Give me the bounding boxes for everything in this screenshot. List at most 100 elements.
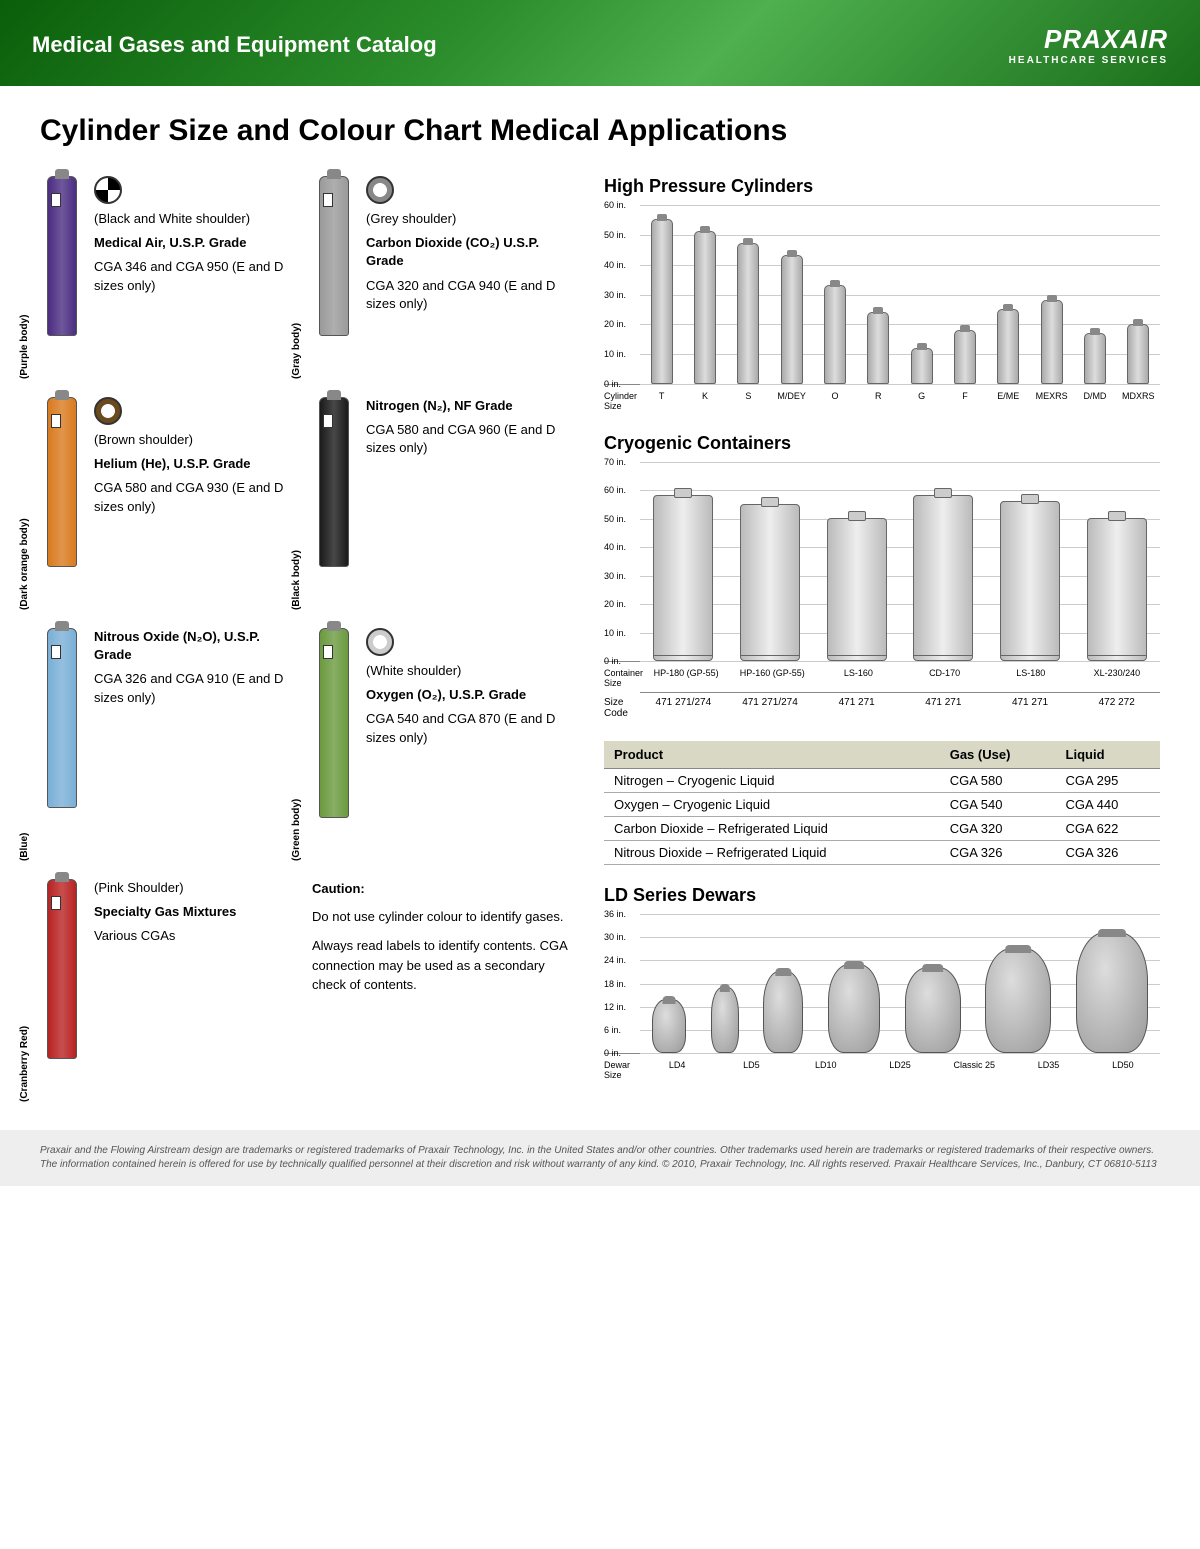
- table-row: Carbon Dioxide – Refrigerated LiquidCGA …: [604, 817, 1160, 841]
- chart-item: [1084, 333, 1106, 384]
- size-code: 471 271/274: [727, 697, 814, 719]
- cga-spec: CGA 580 and CGA 960 (E and D sizes only): [366, 421, 572, 457]
- body-color-label: (Blue): [19, 833, 30, 861]
- dewar-shape: [905, 967, 961, 1053]
- chart-item: [763, 971, 803, 1053]
- x-label: M/DEY: [770, 391, 813, 411]
- body-color-label: (Cranberry Red): [19, 1026, 30, 1102]
- x-label: S: [727, 391, 770, 411]
- cylinder-bar: [781, 255, 803, 384]
- y-tick-label: 0 in.: [604, 379, 621, 389]
- chart-item: [1127, 324, 1149, 384]
- y-tick-label: 12 in.: [604, 1002, 626, 1012]
- shoulder-label: (Pink Shoulder): [94, 879, 300, 897]
- gas-item: (Gray body) (Grey shoulder) Carbon Dioxi…: [312, 176, 572, 379]
- cga-spec: CGA 326 and CGA 910 (E and D sizes only): [94, 670, 300, 706]
- y-tick-label: 20 in.: [604, 319, 626, 329]
- hp-x-labels: Cylinder SizeTKSM/DEYORGFE/MEMEXRSD/MDMD…: [640, 391, 1160, 411]
- high-pressure-section: High Pressure Cylinders 0 in.10 in.20 in…: [604, 176, 1160, 411]
- x-label: D/MD: [1073, 391, 1116, 411]
- y-tick-label: 60 in.: [604, 485, 626, 495]
- cylinder-bar: [867, 312, 889, 384]
- y-tick-label: 40 in.: [604, 542, 626, 552]
- body-color-label: (Green body): [291, 799, 302, 861]
- cylinder-bar: [1127, 324, 1149, 384]
- cylinder-icon: [47, 879, 77, 1059]
- chart-item: [1076, 932, 1148, 1053]
- body-color-label: (Gray body): [291, 323, 302, 379]
- table-cell: Oxygen – Cryogenic Liquid: [604, 793, 940, 817]
- table-cell: CGA 326: [940, 841, 1056, 865]
- x-label: MEXRS: [1030, 391, 1073, 411]
- cga-spec: CGA 540 and CGA 870 (E and D sizes only): [366, 710, 572, 746]
- container-label: HP-160 (GP-55): [729, 668, 815, 688]
- cylinder-icon: [47, 628, 77, 808]
- cylinder-bar: [1084, 333, 1106, 384]
- shoulder-color-icon: [366, 176, 394, 204]
- dewar-shape: [763, 971, 803, 1053]
- body-color-label: (Purple body): [19, 315, 30, 379]
- gas-name: Oxygen (O₂), U.S.P. Grade: [366, 686, 572, 704]
- y-tick-label: 40 in.: [604, 260, 626, 270]
- gas-name: Carbon Dioxide (CO₂) U.S.P. Grade: [366, 234, 572, 270]
- shoulder-label: (Black and White shoulder): [94, 210, 300, 228]
- y-tick-label: 30 in.: [604, 290, 626, 300]
- page-title: Cylinder Size and Colour Chart Medical A…: [40, 114, 1160, 148]
- body-color-label: (Dark orange body): [19, 518, 30, 610]
- shoulder-label: (White shoulder): [366, 662, 572, 680]
- table-row: Nitrous Dioxide – Refrigerated LiquidCGA…: [604, 841, 1160, 865]
- charts-column: High Pressure Cylinders 0 in.10 in.20 in…: [604, 176, 1160, 1102]
- ld-section: LD Series Dewars 0 in.6 in.12 in.18 in.2…: [604, 885, 1160, 1080]
- container-label: LS-160: [815, 668, 901, 688]
- y-tick-label: 30 in.: [604, 932, 626, 942]
- x-label: R: [857, 391, 900, 411]
- cryo-container-bar: [1000, 501, 1060, 661]
- table-header-cell: Gas (Use): [940, 741, 1056, 769]
- footer-legal: Praxair and the Flowing Airstream design…: [0, 1130, 1200, 1186]
- container-label: CD-170: [902, 668, 988, 688]
- brand-name: PRAXAIR: [1009, 24, 1168, 55]
- table-header-cell: Product: [604, 741, 940, 769]
- cylinder-icon: [319, 397, 349, 567]
- y-tick-label: 6 in.: [604, 1025, 621, 1035]
- x-label: LD5: [714, 1060, 788, 1080]
- table-cell: CGA 580: [940, 769, 1056, 793]
- chart-item: [651, 219, 673, 384]
- chart-item: [867, 312, 889, 384]
- container-label: XL-230/240: [1074, 668, 1160, 688]
- x-label: K: [683, 391, 726, 411]
- chart-item: [1041, 300, 1063, 384]
- ld-x-labels: Dewar SizeLD4LD5LD10LD25Classic 25LD35LD…: [640, 1060, 1160, 1080]
- body-color-label: (Black body): [291, 550, 302, 610]
- gas-name: Medical Air, U.S.P. Grade: [94, 234, 300, 252]
- gas-item: (Cranberry Red) (Pink Shoulder) Specialt…: [40, 879, 300, 1102]
- y-tick-label: 0 in.: [604, 1048, 621, 1058]
- caution-block: Caution: Do not use cylinder colour to i…: [312, 879, 572, 1102]
- dewar-shape: [652, 999, 686, 1053]
- x-label: E/ME: [987, 391, 1030, 411]
- cylinder-bar: [997, 309, 1019, 384]
- product-table: ProductGas (Use)Liquid Nitrogen – Cryoge…: [604, 741, 1160, 865]
- brand-subtitle: HEALTHCARE SERVICES: [1009, 55, 1168, 66]
- x-label: F: [943, 391, 986, 411]
- chart-item: [781, 255, 803, 384]
- cylinder-icon: [319, 176, 349, 336]
- cryo-container-bar: [653, 495, 713, 661]
- gas-item: (Purple body) (Black and White shoulder)…: [40, 176, 300, 379]
- container-label: HP-180 (GP-55): [643, 668, 729, 688]
- chart-item: [911, 348, 933, 384]
- chart-item: [913, 495, 973, 661]
- brand-logo: PRAXAIR HEALTHCARE SERVICES: [1009, 24, 1168, 66]
- cylinder-icon: [47, 397, 77, 567]
- table-header-row: ProductGas (Use)Liquid: [604, 741, 1160, 769]
- container-label: LS-180: [988, 668, 1074, 688]
- chart-item: [828, 964, 880, 1053]
- gas-name: Specialty Gas Mixtures: [94, 903, 300, 921]
- cylinder-bar: [737, 243, 759, 384]
- chart-item: [740, 504, 800, 661]
- x-label: O: [813, 391, 856, 411]
- table-row: Nitrogen – Cryogenic LiquidCGA 580CGA 29…: [604, 769, 1160, 793]
- y-tick-label: 60 in.: [604, 200, 626, 210]
- size-code: 471 271: [900, 697, 987, 719]
- gas-grid: (Purple body) (Black and White shoulder)…: [40, 176, 580, 1102]
